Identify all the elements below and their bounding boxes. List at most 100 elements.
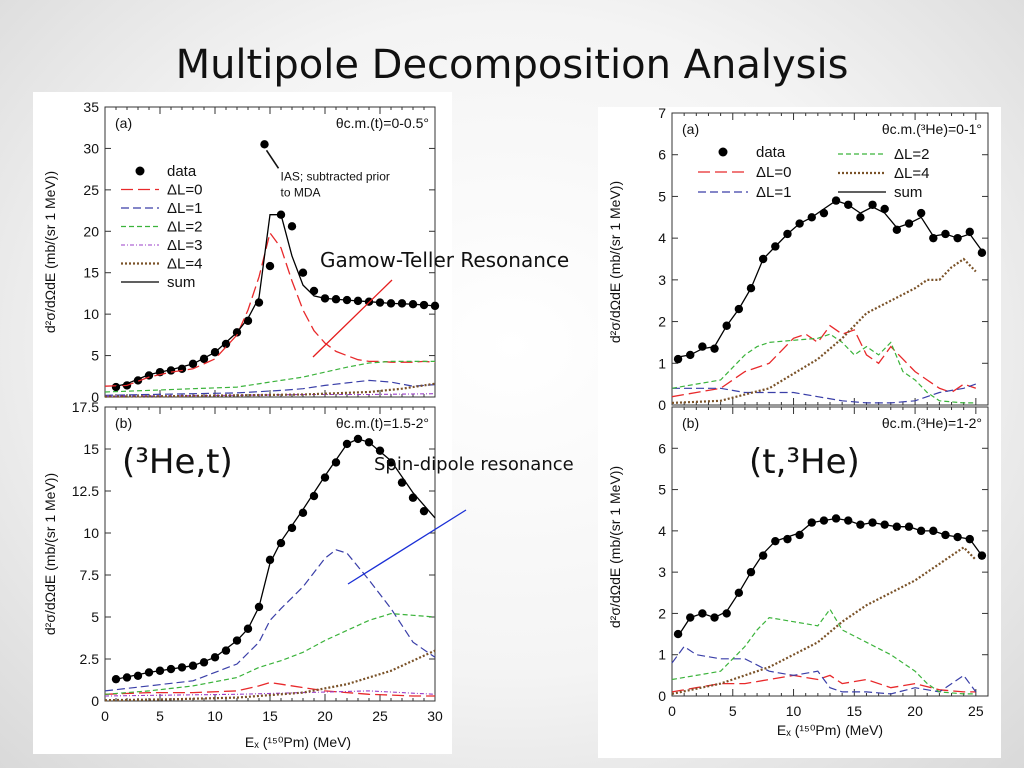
y-axis-label-right-b: d²σ/dΩdE (mb/(sr 1 MeV)) — [607, 466, 623, 628]
data-point-data — [221, 339, 231, 349]
series-line-l2 — [104, 612, 436, 695]
y-tick-label: 1 — [658, 647, 666, 663]
y-tick-label: 3 — [658, 564, 666, 580]
y-tick-label: 7 — [658, 107, 666, 121]
series-line-sum — [677, 517, 983, 637]
y-tick-label: 10 — [83, 525, 99, 541]
x-tick-label: 30 — [427, 708, 443, 724]
panel-letter: (b) — [682, 415, 699, 431]
data-point-data — [722, 609, 731, 618]
ias-data-point — [260, 140, 269, 149]
data-point-data — [868, 200, 877, 209]
x-tick-label: 5 — [729, 703, 737, 719]
series-line-l2 — [671, 333, 976, 404]
legend-label-data: data — [756, 144, 786, 161]
panel-right-a: 0 1 2 3 4 5 6 7 (a) θc.m.(³He)=0-1° — [658, 107, 989, 413]
data-point-data — [408, 493, 418, 502]
panel-letter: (a) — [115, 115, 132, 131]
y-tick-label: 10 — [83, 306, 99, 322]
y-tick-label: 15 — [83, 265, 99, 281]
x-tick-label: 10 — [207, 708, 223, 724]
series-line-l0 — [104, 231, 436, 387]
data-point-data — [965, 227, 974, 237]
series-line-l0 — [671, 324, 977, 398]
legend-marker-data — [718, 147, 728, 157]
legend-label-l2: ΔL=2 — [894, 146, 929, 163]
x-tick-label: 0 — [668, 703, 676, 719]
data-point-data — [166, 366, 176, 375]
y-tick-label: 2.5 — [80, 651, 100, 667]
x-tick-label: 20 — [907, 703, 923, 719]
theta-label: θc.m.(³He)=0-1° — [882, 121, 982, 137]
y-axis-label-right-a: d²σ/dΩdE (mb/(sr 1 MeV)) — [607, 181, 623, 343]
legend-right: data ΔL=0 ΔL=1 ΔL=2 ΔL=4 sum — [698, 144, 929, 201]
y-tick-label: 2 — [658, 314, 666, 330]
data-point-data — [916, 208, 926, 218]
series-line-l4 — [671, 545, 977, 695]
data-point-data — [309, 491, 319, 501]
x-tick-label: 0 — [101, 708, 109, 724]
data-point-data — [298, 268, 308, 277]
legend-label-l0: ΔL=0 — [756, 164, 791, 181]
data-point-data — [298, 508, 308, 518]
legend-label-l4: ΔL=4 — [894, 165, 929, 182]
theta-label: θc.m.(t)=1.5-2° — [336, 415, 429, 431]
plot-frame — [671, 112, 989, 406]
data-point-data — [111, 382, 121, 392]
y-tick-label: 30 — [83, 140, 99, 156]
panel-letter: (a) — [682, 121, 699, 137]
series-line-l0 — [104, 681, 435, 697]
y-tick-label: 15 — [83, 441, 99, 457]
y-tick-label: 6 — [658, 147, 666, 163]
y-tick-label: 2 — [658, 605, 666, 621]
y-tick-label: 12.5 — [72, 483, 99, 499]
y-tick-label: 0 — [658, 688, 666, 704]
legend-label-l1: ΔL=1 — [167, 200, 202, 217]
x-tick-label: 20 — [317, 708, 333, 724]
legend-label-l3: ΔL=3 — [167, 237, 202, 254]
y-tick-label: 35 — [83, 99, 99, 115]
data-point-data — [221, 646, 231, 655]
x-tick-label: 25 — [372, 708, 388, 724]
series-line-l1 — [671, 645, 977, 695]
legend-label-l0: ΔL=0 — [167, 182, 202, 199]
ias-annotation: to MDA — [281, 185, 321, 199]
series-line-l0 — [671, 674, 976, 693]
reaction-label-t-he: (t,³He) — [745, 442, 864, 482]
right-figure: 0 1 2 3 4 5 6 7 (a) θc.m.(³He)=0-1° 0 1 2 3 4 5 6 0 5 10 15 2… — [598, 107, 1001, 758]
panel-letter: (b) — [115, 415, 132, 431]
y-tick-label: 20 — [83, 223, 99, 239]
y-tick-label: 0 — [91, 693, 99, 709]
panel-left-b: 0 2.5 5 7.5 10 12.5 15 17.5 0 5 10 15 20 25 30 (b) θc.m.… — [72, 399, 443, 724]
y-tick-label: 6 — [658, 440, 666, 456]
sd-resonance-label: Spin-dipole resonance — [374, 454, 574, 475]
y-tick-label: 25 — [83, 182, 99, 198]
data-point-data — [243, 316, 253, 325]
data-point-data — [265, 261, 275, 271]
x-tick-label: 10 — [786, 703, 802, 719]
data-point-data — [880, 204, 889, 214]
series-line-sum — [115, 438, 436, 680]
y-tick-label: 0 — [91, 389, 99, 405]
reaction-label-he-t: (³He,t) — [122, 442, 233, 482]
slide-title: Multipole Decomposition Analysis — [175, 42, 849, 88]
series-line-l4 — [671, 257, 977, 404]
ias-pointer — [265, 149, 280, 169]
left-chart-svg: 0 5 10 15 20 25 30 35 (a) θc.m.(t)=0-0.5° IAS; sub… — [42, 99, 443, 750]
y-tick-label: 5 — [91, 609, 99, 625]
y-tick-label: 3 — [658, 272, 666, 288]
data-point-data — [783, 534, 792, 544]
gt-resonance-label: Gamow-Teller Resonance — [320, 248, 570, 272]
y-tick-label: 5 — [658, 188, 666, 204]
data-point-data — [287, 222, 297, 231]
ias-annotation: IAS; subtracted prior — [281, 169, 390, 183]
y-tick-label: 1 — [658, 355, 666, 371]
panel-left-a: 0 5 10 15 20 25 30 35 (a) θc.m.(t)=0-0.5° IAS; sub… — [83, 99, 440, 405]
y-tick-label: 0 — [658, 397, 666, 413]
y-tick-label: 5 — [91, 348, 99, 364]
y-axis-label-left-a: d²σ/dΩdE (mb/(sr 1 MeV)) — [42, 171, 58, 333]
data-point-data — [977, 248, 987, 257]
y-tick-label: 7.5 — [80, 567, 100, 583]
data-point-data — [892, 225, 902, 234]
